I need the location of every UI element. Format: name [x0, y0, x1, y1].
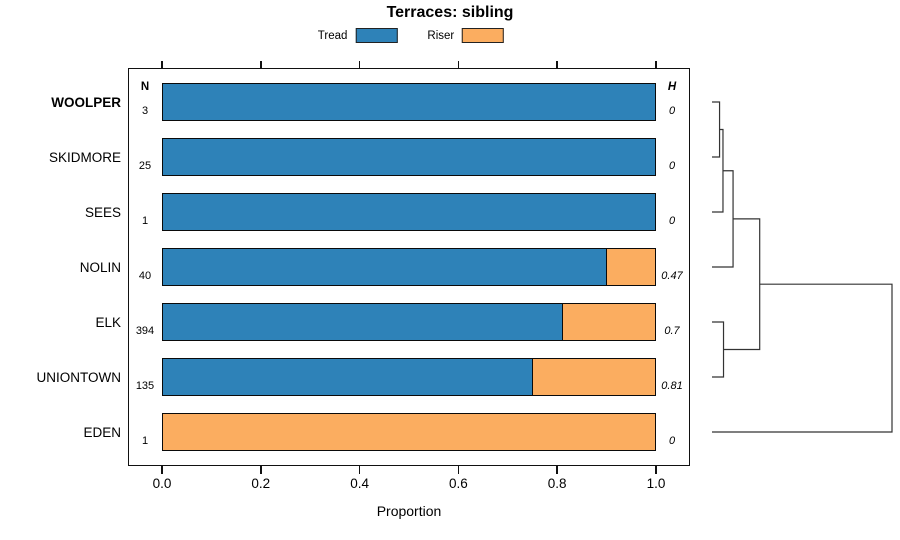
riser-bar-segment: [605, 249, 655, 285]
legend-label-tread: Tread: [317, 29, 348, 42]
h-column-header: H: [667, 81, 677, 93]
h-value: 0.47: [661, 270, 683, 282]
dendrogram-branch: [723, 218, 761, 351]
row-label: NOLIN: [79, 259, 121, 275]
x-axis-tick-label: 0.4: [350, 476, 369, 491]
h-value: 0: [668, 105, 676, 117]
row-label: SKIDMORE: [48, 149, 121, 165]
x-axis-tick-label: 0.0: [152, 476, 172, 491]
x-axis-tick-label: 0.6: [449, 476, 468, 491]
x-axis-tick-top: [556, 60, 558, 68]
x-axis-tick-bottom: [358, 466, 361, 474]
tread-bar-segment: [163, 249, 606, 285]
n-value: 135: [135, 380, 155, 392]
x-axis-tick-top: [358, 60, 361, 68]
tread-swatch: [355, 28, 398, 43]
h-value: 0: [668, 160, 676, 172]
dendrogram-branch: [712, 101, 721, 158]
n-value: 394: [135, 325, 155, 337]
x-axis-tick-top: [161, 60, 163, 68]
x-axis-tick-top: [457, 60, 460, 68]
dendrogram-branch: [712, 128, 724, 213]
dendrogram-branch: [712, 283, 893, 433]
x-axis-tick-bottom: [457, 466, 460, 474]
tread-bar-segment: [163, 139, 655, 175]
tread-bar-segment: [163, 194, 655, 230]
dendrogram-branch: [712, 321, 725, 378]
legend-label-riser: Riser: [427, 29, 455, 42]
tread-bar-segment: [163, 84, 655, 120]
legend: Tread Riser: [318, 28, 505, 43]
row-label: EDEN: [83, 424, 121, 440]
x-axis-tick-label: 0.2: [251, 476, 271, 491]
legend-item-tread: Tread: [318, 28, 398, 43]
x-axis-tick-bottom: [260, 466, 262, 474]
bar-row: [162, 193, 656, 231]
x-axis-tick-label: 0.8: [547, 476, 567, 491]
x-axis-label: Proportion: [376, 503, 442, 519]
x-axis-tick-bottom: [556, 466, 558, 474]
n-value: 40: [138, 270, 152, 282]
h-value: 0.81: [661, 380, 683, 392]
n-value: 1: [141, 435, 149, 447]
page-title: Terraces: sibling: [386, 4, 514, 21]
dendrogram-branch: [712, 170, 734, 268]
row-label: SEES: [84, 204, 121, 220]
bar-row: [162, 358, 656, 396]
h-value: 0: [668, 215, 676, 227]
n-value: 1: [141, 215, 149, 227]
bar-row: [162, 248, 656, 286]
x-axis-tick-bottom: [161, 466, 163, 474]
h-value: 0: [668, 435, 676, 447]
n-value: 25: [138, 160, 152, 172]
bar-row: [162, 303, 656, 341]
row-label: UNIONTOWN: [36, 369, 122, 385]
x-axis-tick-bottom: [655, 466, 657, 474]
x-axis-tick-label: 1.0: [646, 476, 666, 491]
row-label: ELK: [95, 314, 121, 330]
riser-bar-segment: [532, 359, 655, 395]
riser-bar-segment: [163, 414, 655, 450]
tread-bar-segment: [163, 359, 532, 395]
tread-bar-segment: [163, 304, 562, 340]
x-axis-tick-top: [655, 60, 657, 68]
n-value: 3: [141, 105, 149, 117]
n-column-header: N: [140, 81, 150, 93]
h-value: 0.7: [664, 325, 680, 337]
plot-box: [128, 68, 690, 466]
riser-bar-segment: [561, 304, 655, 340]
legend-item-riser: Riser: [427, 28, 505, 43]
row-label: WOOLPER: [51, 94, 121, 110]
x-axis-tick-top: [260, 60, 262, 68]
bar-row: [162, 83, 656, 121]
bar-row: [162, 413, 656, 451]
bar-row: [162, 138, 656, 176]
riser-swatch: [462, 28, 505, 43]
